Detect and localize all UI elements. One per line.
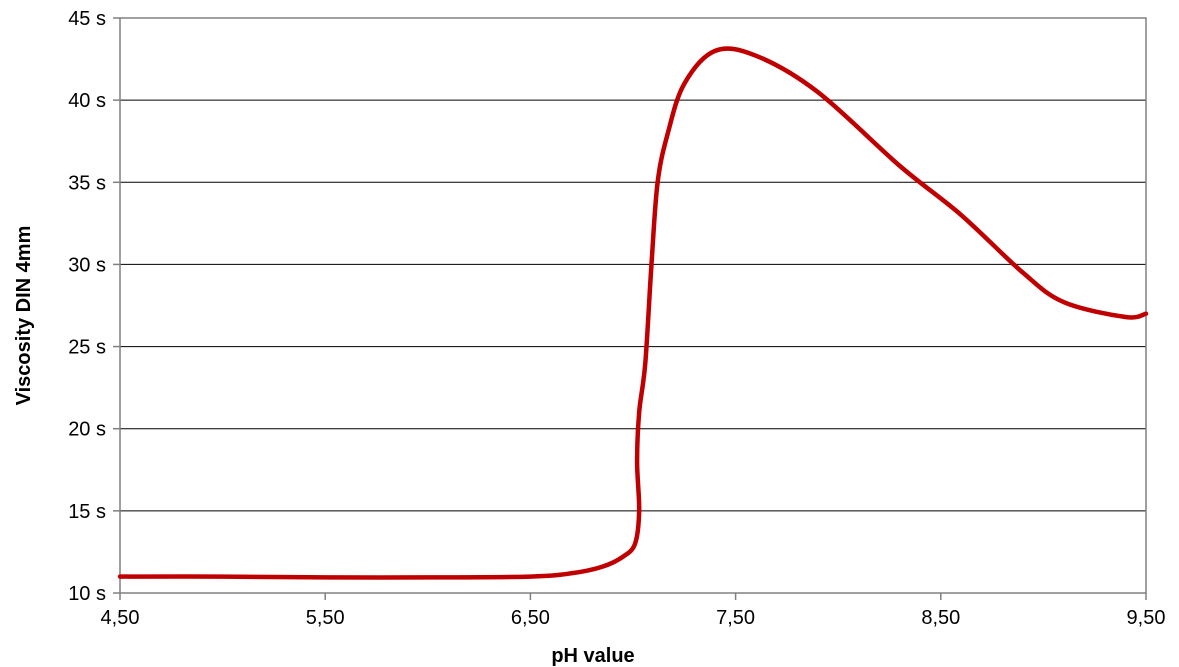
y-tick-label: 25 s (68, 337, 106, 359)
x-tick-label: 6,50 (511, 607, 550, 629)
y-tick-label: 20 s (68, 419, 106, 441)
axis-ticks (113, 17, 1147, 600)
y-tick-label: 40 s (68, 90, 106, 112)
y-axis-title: Viscosity DIN 4mm (13, 226, 35, 406)
plot-area-frame (119, 17, 1147, 594)
x-tick-label: 5,50 (306, 607, 345, 629)
x-tick-label: 9,50 (1127, 607, 1166, 629)
y-tick-label: 30 s (68, 254, 106, 276)
x-tick-label: 7,50 (716, 607, 755, 629)
x-tick-label: 8,50 (921, 607, 960, 629)
x-axis-title: pH value (551, 645, 634, 667)
series-layer (117, 46, 1149, 580)
y-tick-label: 10 s (68, 583, 106, 605)
y-tick-label: 15 s (68, 501, 106, 523)
gridlines (120, 99, 1146, 512)
y-tick-label: 45 s (68, 8, 106, 30)
tick-labels: 10 s 15 s 20 s 25 s 30 s 35 s 40 s 45 s 4,50 5,50… (68, 8, 1165, 629)
viscosity-series-line (117, 46, 1149, 580)
y-tick-label: 35 s (68, 172, 106, 194)
x-tick-label: 4,50 (101, 607, 140, 629)
